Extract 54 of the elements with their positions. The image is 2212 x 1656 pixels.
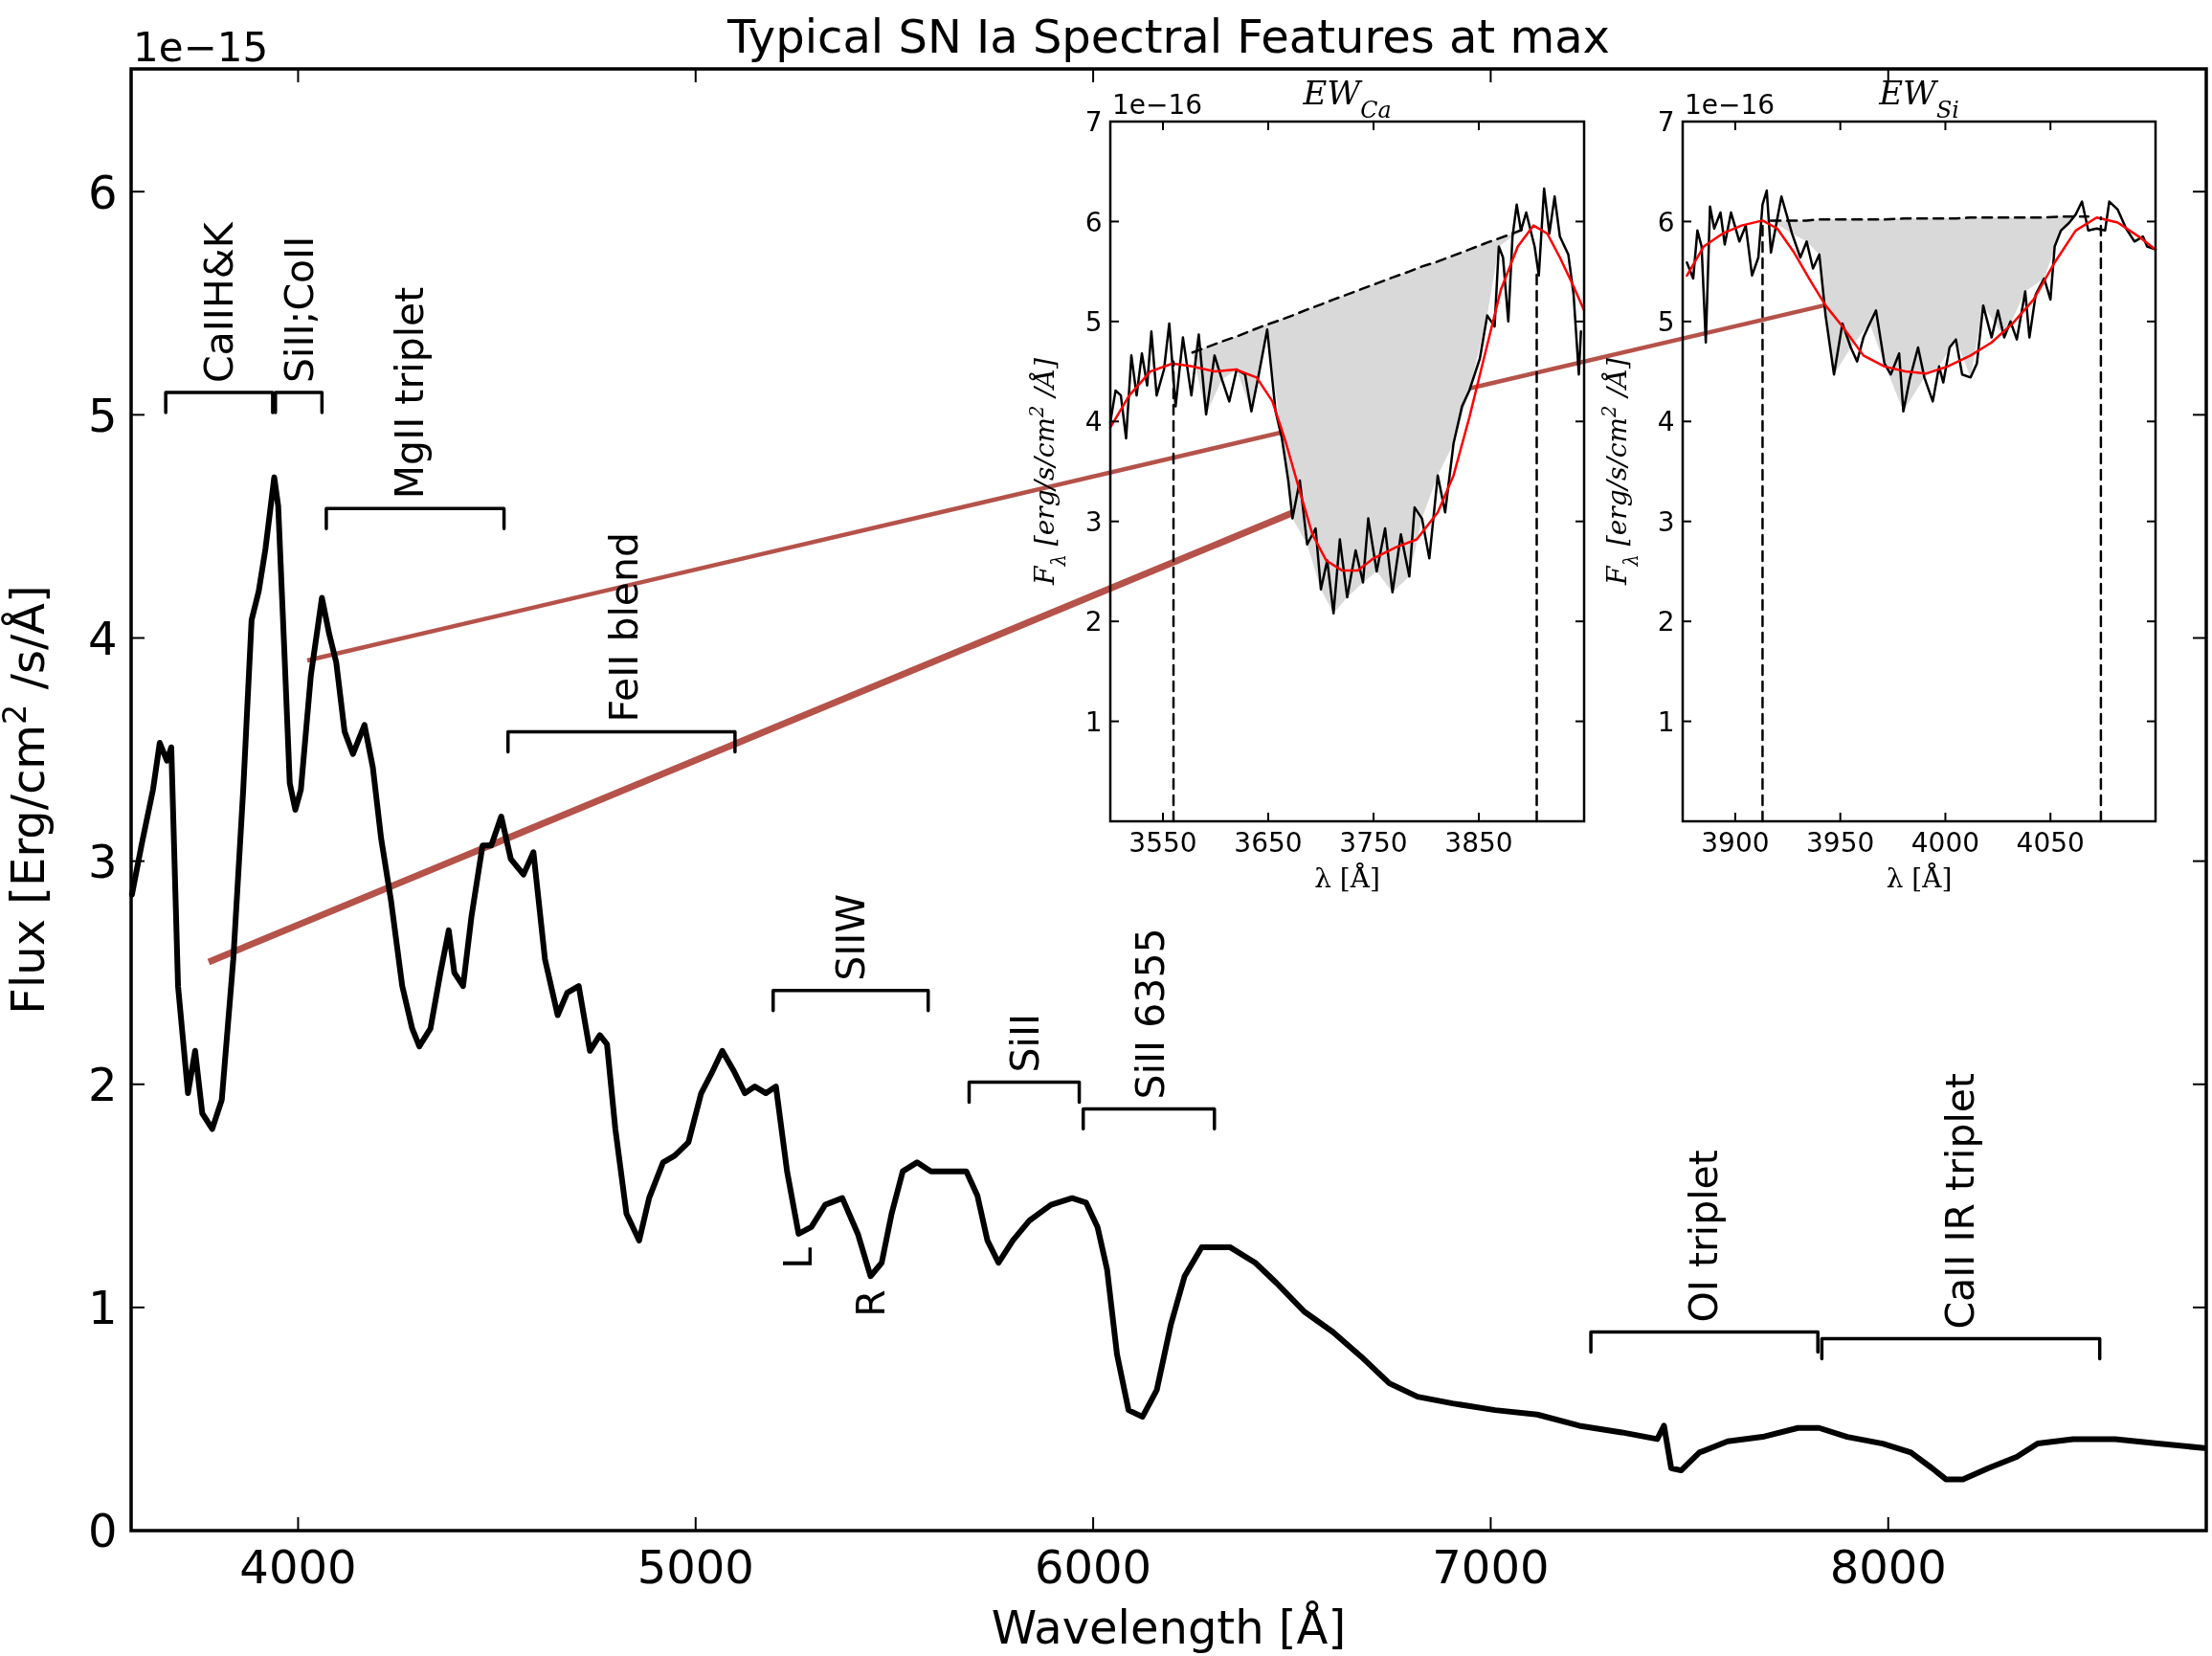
annotation: 1e−15 [133,24,269,71]
y-tick-label: 6 [1657,206,1675,238]
annotation: R [847,1289,894,1317]
x-tick-label: 3850 [1444,827,1513,860]
annotation: 1e−16 [1685,89,1776,121]
x-tick-label: 8000 [1829,1540,1947,1595]
annotation: MgII triplet [386,286,433,500]
y-tick-label: 2 [1657,606,1675,638]
y-tick-label: 4 [88,611,118,665]
x-axis-title: λ [Å] [1886,862,1953,894]
y-tick-label: 5 [1657,305,1675,338]
annotation: OI triplet [1680,1150,1727,1323]
y-tick-label: 1 [1657,705,1675,738]
x-tick-label: 6000 [1035,1540,1152,1595]
x-tick-label: 4050 [2016,827,2085,860]
x-tick-label: 4000 [239,1540,357,1595]
chart-title: Typical SN Ia Spectral Features at max [726,10,1611,63]
y-tick-label: 4 [1657,406,1675,438]
annotation: FeII blend [600,531,647,723]
y-tick-label: 1 [88,1281,118,1335]
annotation: 1e−16 [1112,89,1203,121]
y-tick-label: 7 [1084,106,1103,139]
chart-title: EW$_{Si}$ [1878,74,1959,123]
x-tick-label: 7000 [1432,1540,1550,1595]
y-tick-label: 3 [1657,505,1675,538]
y-tick-label: 2 [1084,606,1103,638]
y-tick-label: 5 [1084,305,1103,338]
y-tick-label: 4 [1084,406,1103,438]
y-tick-label: 3 [1084,505,1103,538]
annotation: L [775,1246,822,1269]
chart-title: EW$_{Ca}$ [1302,74,1392,123]
x-tick-label: 3650 [1234,827,1303,860]
x-tick-label: 3550 [1128,827,1197,860]
x-axis-title: λ [Å] [1314,862,1380,894]
y-tick-label: 5 [88,388,118,442]
x-tick-label: 5000 [637,1540,754,1595]
x-tick-label: 3950 [1806,827,1875,860]
annotation: SiII [1002,1013,1049,1073]
y-tick-label: 2 [88,1058,118,1112]
y-tick-label: 7 [1657,106,1675,139]
y-tick-label: 6 [1084,206,1103,238]
annotation: SIIW [827,894,874,981]
annotation: SiII;CoII [277,235,324,384]
annotation: CaII IR triplet [1936,1072,1983,1330]
x-tick-label: 3900 [1701,827,1770,860]
y-tick-label: 6 [88,165,118,219]
y-tick-label: 3 [88,834,118,888]
annotation: CaIIH&K [195,221,242,384]
x-axis-title: Wavelength [Å] [991,1600,1347,1654]
y-tick-label: 0 [88,1504,118,1558]
x-tick-label: 4000 [1910,827,1980,860]
annotation: SiII 6355 [1128,928,1174,1100]
y-tick-label: 1 [1084,705,1103,738]
x-tick-label: 3750 [1339,827,1408,860]
